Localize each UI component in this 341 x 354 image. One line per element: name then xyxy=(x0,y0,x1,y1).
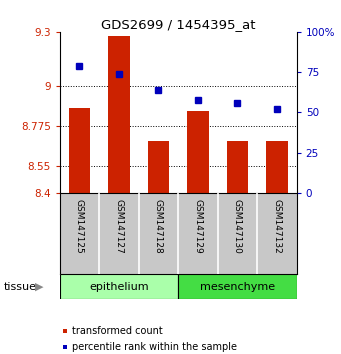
Bar xyxy=(60,274,178,299)
Text: GSM147127: GSM147127 xyxy=(115,199,123,254)
Text: ▶: ▶ xyxy=(35,282,43,292)
Text: GSM147125: GSM147125 xyxy=(75,199,84,254)
Text: transformed count: transformed count xyxy=(72,326,163,336)
Bar xyxy=(226,141,248,193)
Text: GSM147128: GSM147128 xyxy=(154,199,163,254)
Text: GSM147130: GSM147130 xyxy=(233,199,242,254)
Bar xyxy=(266,141,288,193)
Text: tissue: tissue xyxy=(3,282,36,292)
Bar xyxy=(178,274,297,299)
Bar xyxy=(69,108,90,193)
Bar xyxy=(187,110,209,193)
Text: epithelium: epithelium xyxy=(89,282,149,292)
Bar xyxy=(108,36,130,193)
Text: GSM147132: GSM147132 xyxy=(272,199,281,254)
Text: GSM147129: GSM147129 xyxy=(193,199,203,254)
Text: percentile rank within the sample: percentile rank within the sample xyxy=(72,342,237,352)
Bar xyxy=(148,141,169,193)
Title: GDS2699 / 1454395_at: GDS2699 / 1454395_at xyxy=(101,18,255,31)
Text: mesenchyme: mesenchyme xyxy=(200,282,275,292)
